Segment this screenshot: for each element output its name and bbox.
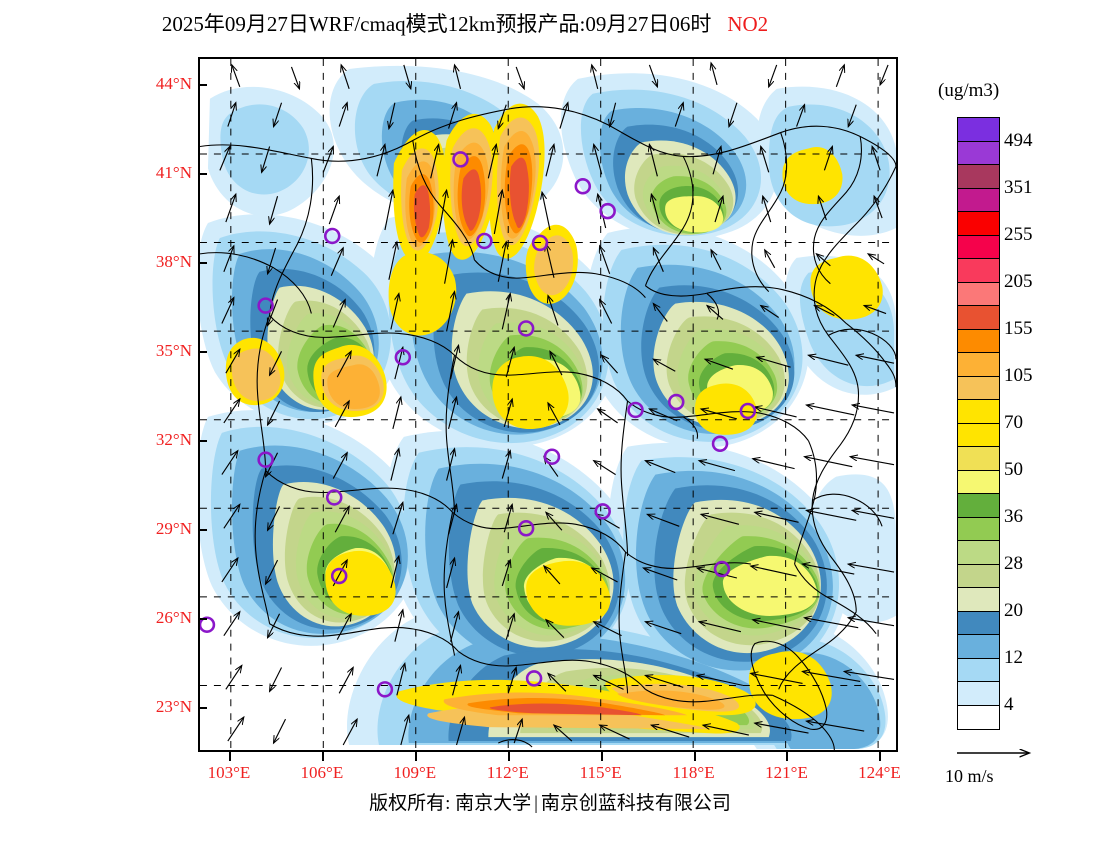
longitude-tick-label: 121°E	[765, 763, 808, 782]
colorbar-tick-labels: 494 351 255 205 155 105 70 50 36 28 20 12 4	[1004, 117, 1094, 737]
colorbar-tick-label: 50	[1004, 458, 1023, 480]
longitude-tick-label: 115°E	[579, 763, 622, 782]
graticule-gridlines	[200, 59, 896, 750]
colorbar-tick-label: 20	[1004, 599, 1023, 621]
latitude-tick-mark	[198, 707, 207, 710]
colorbar-cell	[958, 165, 999, 189]
administrative-boundaries	[200, 106, 896, 750]
longitude-tick-label: 124°E	[858, 763, 901, 782]
colorbar-cell	[958, 470, 999, 494]
chart-title-text: 2025年09月27日WRF/cmaq模式12km预报产品:09月27日06时	[161, 12, 712, 36]
colorbar-tick-label: 36	[1004, 505, 1023, 527]
colorbar-cell	[958, 635, 999, 659]
longitude-tick-mark	[879, 752, 882, 761]
colorbar-cell	[958, 658, 999, 682]
colorbar-cell	[958, 705, 999, 729]
latitude-tick-label: 29°N	[155, 519, 192, 539]
colorbar-panel: (ug/m3) 494 351 255 205 155 105 70 50 36 28 20 12 4	[930, 80, 1100, 740]
footer-copyright: 版权所有: 南京大学 | 南京创蓝科技有限公司	[0, 788, 1100, 815]
map-canvas	[200, 59, 896, 750]
latitude-tick-label: 26°N	[155, 608, 192, 628]
wind-vector-field	[219, 63, 895, 746]
longitude-tick-mark	[228, 752, 231, 761]
colorbar-tick-label: 12	[1004, 646, 1023, 668]
colorbar-cell	[958, 141, 999, 165]
colorbar-cell	[958, 494, 999, 518]
footer-separator: |	[534, 793, 538, 814]
longitude-tick-label: 118°E	[672, 763, 715, 782]
colorbar-tick-label: 351	[1004, 176, 1033, 198]
colorbar-cell	[958, 259, 999, 283]
wind-scale-label: 10 m/s	[945, 766, 994, 786]
colorbar-cell	[958, 423, 999, 447]
colorbar-cell	[958, 188, 999, 212]
map-plot-frame[interactable]	[198, 57, 898, 752]
colorbar-cell	[958, 517, 999, 541]
latitude-tick-label: 35°N	[155, 341, 192, 361]
latitude-tick-mark	[198, 529, 207, 532]
latitude-tick-mark	[198, 172, 207, 175]
latitude-tick-label: 41°N	[155, 162, 192, 182]
wind-scale-key: 10 m/s	[945, 742, 1095, 790]
colorbar-cell	[958, 564, 999, 588]
wind-scale-arrow-icon	[957, 742, 1041, 764]
colorbar-cell	[958, 306, 999, 330]
colorbar-tick-label: 255	[1004, 223, 1033, 245]
colorbar-cell	[958, 588, 999, 612]
chart-title: 2025年09月27日WRF/cmaq模式12km预报产品:09月27日06时 N…	[0, 8, 930, 38]
latitude-tick-label: 38°N	[155, 251, 192, 271]
colorbar-cell	[958, 329, 999, 353]
colorbar-units-label: (ug/m3)	[938, 80, 1000, 101]
longitude-tick-mark	[693, 752, 696, 761]
longitude-tick-mark	[321, 752, 324, 761]
colorbar-tick-label: 28	[1004, 552, 1023, 574]
colorbar-cell	[958, 611, 999, 635]
colorbar-cell	[958, 447, 999, 471]
longitude-axis: 103°E 106°E 109°E 112°E 115°E 118°E 121°E 124°E	[0, 763, 1100, 789]
footer-owner: 版权所有: 南京大学	[369, 793, 532, 814]
latitude-tick-label: 32°N	[155, 430, 192, 450]
colorbar-tick-label: 494	[1004, 129, 1033, 151]
colorbar-tick-label: 205	[1004, 270, 1033, 292]
latitude-tick-mark	[198, 618, 207, 621]
colorbar-strip	[957, 117, 1000, 730]
colorbar-cell	[958, 235, 999, 259]
colorbar-tick-label: 105	[1004, 364, 1033, 386]
longitude-tick-label: 109°E	[393, 763, 437, 782]
colorbar-cell	[958, 682, 999, 706]
colorbar-cell	[958, 541, 999, 565]
city-marker-group	[200, 151, 757, 698]
latitude-tick-label: 23°N	[155, 697, 192, 717]
longitude-tick-label: 103°E	[207, 763, 251, 782]
longitude-tick-mark	[507, 752, 510, 761]
chart-title-species: NO2	[727, 12, 769, 36]
colorbar-tick-label: 4	[1004, 693, 1014, 715]
longitude-tick-label: 112°E	[486, 763, 529, 782]
colorbar-cell	[958, 353, 999, 377]
longitude-tick-mark	[414, 752, 417, 761]
longitude-tick-mark	[786, 752, 789, 761]
longitude-tick-label: 106°E	[300, 763, 344, 782]
colorbar-cell	[958, 118, 999, 142]
colorbar-tick-label: 70	[1004, 411, 1023, 433]
longitude-tick-mark	[600, 752, 603, 761]
colorbar-cell	[958, 212, 999, 236]
latitude-tick-mark	[198, 440, 207, 443]
colorbar-cell	[958, 282, 999, 306]
latitude-tick-mark	[198, 261, 207, 264]
latitude-tick-label: 44°N	[155, 73, 192, 93]
latitude-tick-mark	[198, 351, 207, 354]
latitude-tick-mark	[198, 83, 207, 86]
colorbar-tick-label: 155	[1004, 317, 1033, 339]
latitude-axis: 44°N 41°N 38°N 35°N 32°N 29°N 26°N 23°N	[120, 57, 192, 752]
footer-company: 南京创蓝科技有限公司	[540, 793, 731, 814]
colorbar-cell	[958, 376, 999, 400]
colorbar-cell	[958, 400, 999, 424]
